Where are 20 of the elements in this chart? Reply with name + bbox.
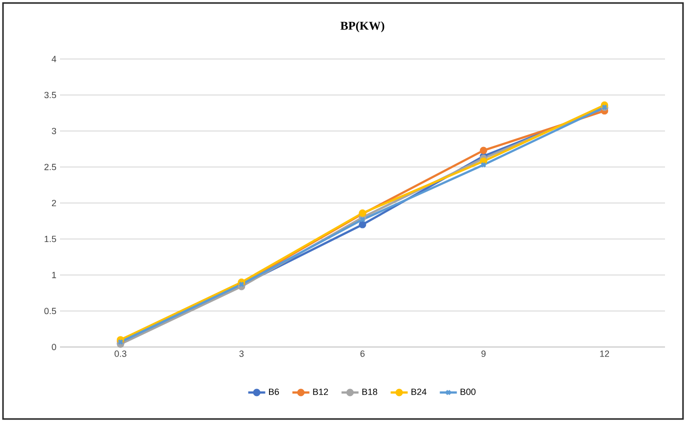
- y-tick-label: 1: [52, 272, 56, 278]
- y-tick-label: 4: [52, 56, 56, 62]
- legend-label: B24: [412, 388, 426, 395]
- y-tick-label: 2.5: [44, 164, 56, 170]
- x-tick-label: 12: [600, 350, 610, 357]
- legend-label: B18: [362, 388, 378, 395]
- legend-label: B00: [460, 388, 476, 395]
- x-tick-label: 9: [481, 350, 486, 357]
- legend-label: B6: [269, 388, 279, 395]
- x-tick-label: 0.3: [114, 350, 126, 357]
- chart-title: BP(KW): [340, 21, 384, 32]
- x-tick-label: 3: [239, 350, 244, 357]
- y-tick-label: 0.5: [44, 308, 56, 314]
- x-tick-label: 6: [360, 350, 365, 357]
- y-tick-label: 3.5: [44, 92, 56, 98]
- y-tick-label: 2: [52, 200, 56, 206]
- y-tick-label: 3: [52, 128, 56, 134]
- y-tick-label: 0: [52, 344, 56, 350]
- legend-label: B12: [313, 388, 328, 395]
- y-tick-label: 1.5: [44, 236, 56, 242]
